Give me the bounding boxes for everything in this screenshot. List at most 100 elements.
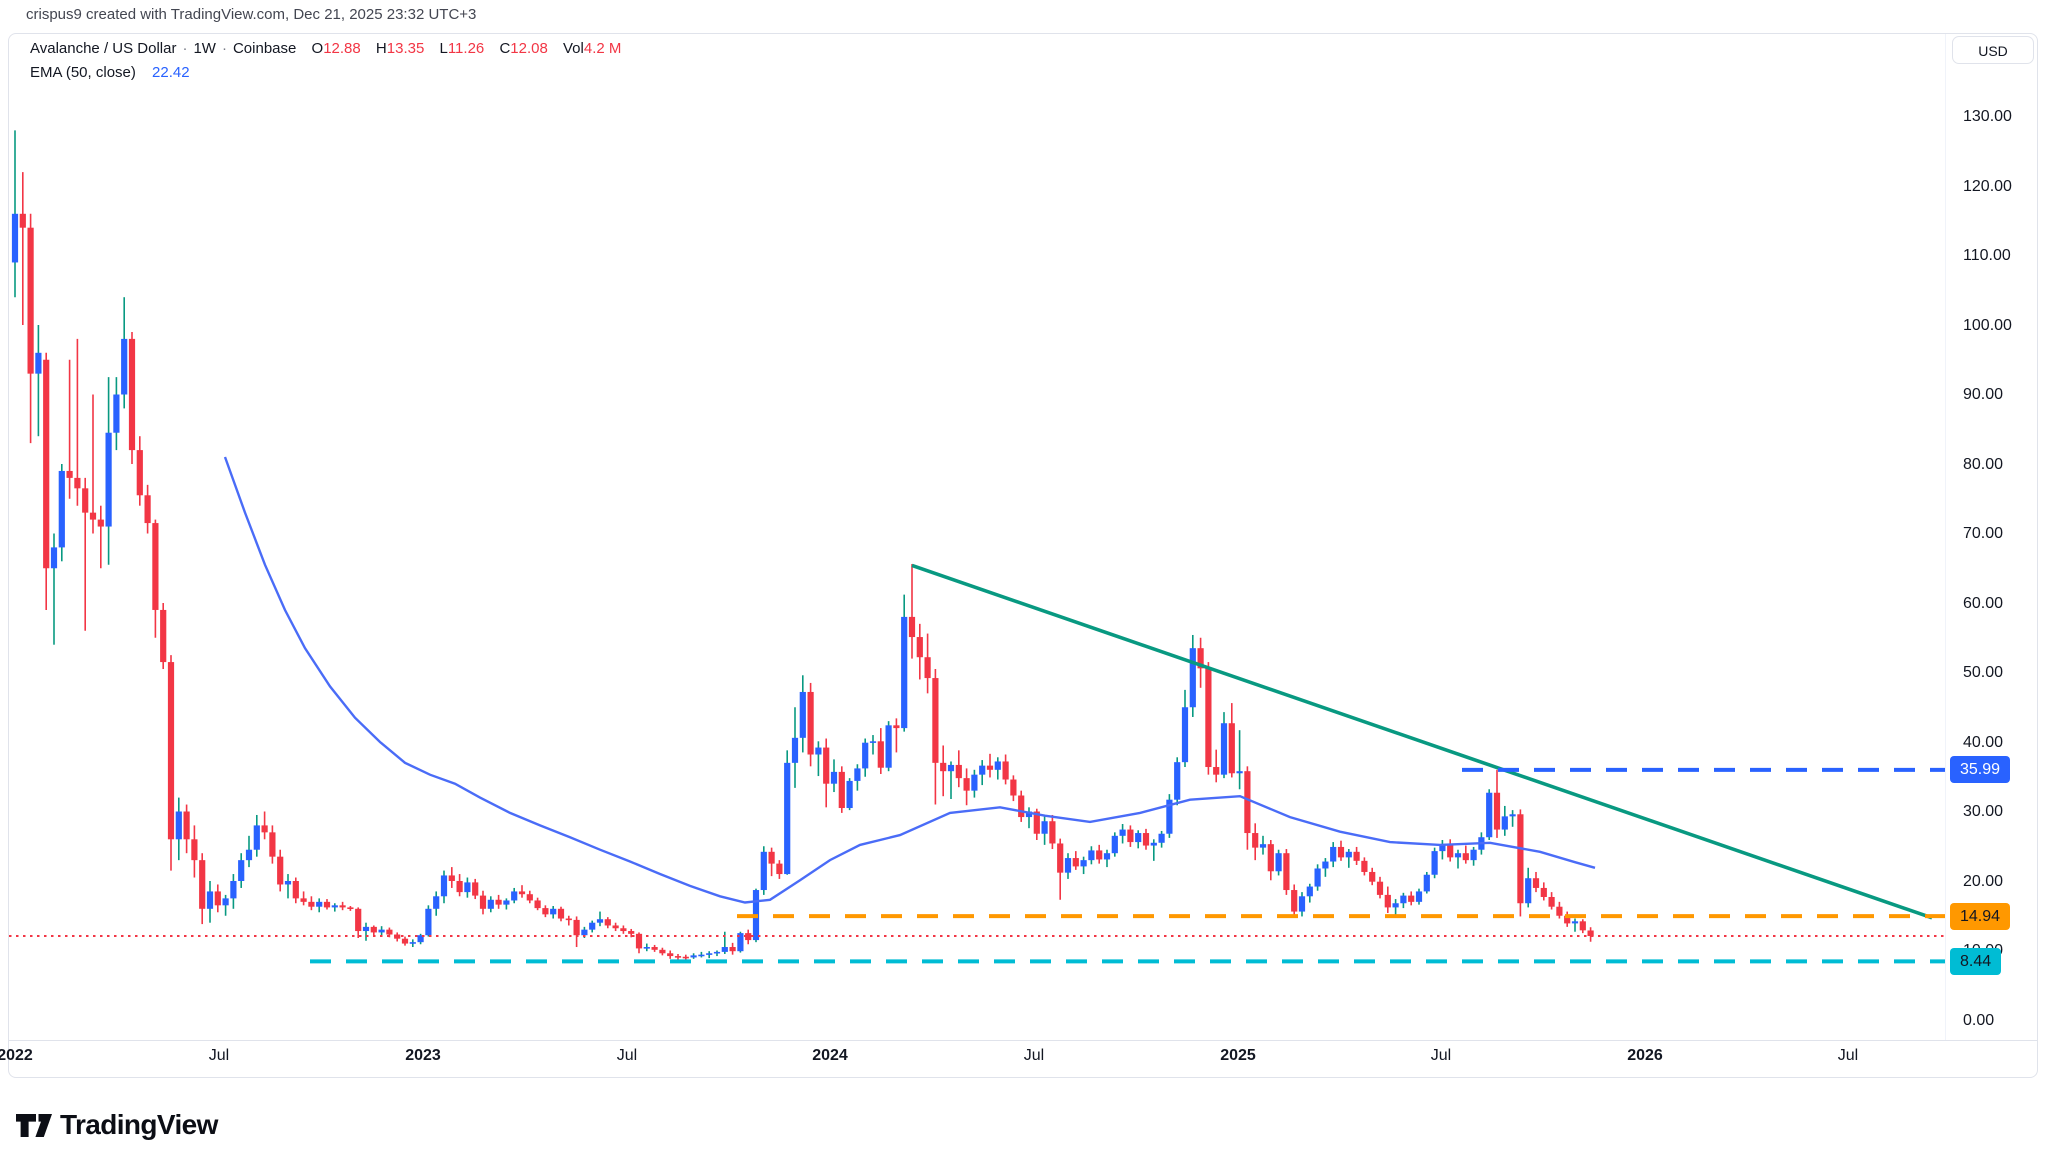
- price-tick-label: 60.00: [1963, 594, 2004, 612]
- candle-body: [1228, 723, 1235, 774]
- candle-body: [526, 894, 533, 901]
- candle-body: [1181, 707, 1189, 763]
- candle-body: [612, 925, 619, 929]
- candle-body: [1220, 723, 1228, 775]
- candle-body: [1571, 921, 1579, 924]
- volume-value: Vol4.2 M: [563, 40, 622, 57]
- candle-body: [807, 691, 814, 755]
- candle-body: [401, 938, 409, 944]
- legend-symbol-row[interactable]: Avalanche / US Dollar · 1W · Coinbase O12.88…: [30, 40, 621, 57]
- chart-legend: Avalanche / US Dollar · 1W · Coinbase O12.88…: [30, 40, 621, 81]
- candle-body: [1119, 829, 1126, 836]
- candle-body: [66, 470, 73, 478]
- candle-body: [261, 825, 268, 833]
- candle-body: [284, 881, 292, 885]
- ohlc-open: O12.88: [311, 40, 361, 57]
- legend-indicator-row[interactable]: EMA (50, close) 22.42: [30, 64, 621, 81]
- descending-trendline[interactable]: [911, 563, 1933, 920]
- candle-body: [409, 942, 416, 944]
- candle-body: [511, 891, 518, 901]
- candle-body: [729, 947, 736, 952]
- candle-body: [11, 213, 19, 263]
- symbol-title: Avalanche / US Dollar: [30, 40, 177, 57]
- chart-panel: [8, 33, 2038, 1078]
- price-level-badge: 8.44: [1950, 947, 2002, 975]
- candle-body: [222, 898, 229, 906]
- candle-body: [1353, 851, 1360, 861]
- candle-body: [199, 860, 206, 909]
- candle-body: [869, 741, 877, 743]
- candle-body: [581, 929, 588, 936]
- candle-body: [604, 919, 611, 926]
- candle-body: [557, 908, 565, 919]
- candle-body: [635, 933, 643, 949]
- candle-body: [183, 811, 190, 840]
- candle-body: [877, 741, 884, 768]
- candle-body: [698, 954, 705, 957]
- ohlc-high: H13.35: [375, 40, 425, 57]
- candle-body: [768, 851, 775, 864]
- price-tick-label: 90.00: [1963, 386, 2004, 403]
- candle-body: [253, 825, 260, 850]
- candle-body: [534, 900, 541, 909]
- candle-body: [43, 359, 50, 569]
- candle-body: [1454, 853, 1462, 858]
- candle-body: [955, 764, 962, 779]
- candle-body: [932, 678, 939, 763]
- candle-body: [1064, 858, 1072, 873]
- time-tick-label: 2025: [1220, 1047, 1256, 1064]
- candle-body: [1150, 842, 1157, 846]
- price-tick-label: 80.00: [1963, 455, 2004, 473]
- candle-body: [667, 953, 674, 957]
- candle-body: [144, 495, 151, 524]
- candle-body: [1189, 648, 1196, 708]
- candle-body: [245, 849, 253, 861]
- candle-body: [175, 811, 182, 840]
- time-tick-label: 2024: [812, 1047, 848, 1064]
- price-tick-label: 20.00: [1963, 872, 2004, 890]
- candle-body: [479, 895, 487, 909]
- candle-body: [830, 771, 838, 784]
- candle-body: [550, 908, 557, 915]
- price-tick-label: 50.00: [1963, 664, 2004, 681]
- candle-body: [1579, 921, 1586, 931]
- candle-body: [1135, 833, 1142, 843]
- candle-body: [1337, 846, 1345, 858]
- candle-body: [737, 933, 744, 952]
- ema-line[interactable]: [223, 456, 1596, 904]
- currency-toggle-button[interactable]: USD: [1952, 36, 2034, 64]
- interval-label: 1W: [193, 40, 216, 57]
- candle-body: [370, 926, 377, 933]
- candle-body: [1088, 850, 1095, 861]
- candle-body: [355, 908, 362, 932]
- candle-body: [799, 691, 806, 738]
- candle-body: [230, 881, 237, 899]
- candle-body: [495, 899, 502, 905]
- candle-body: [1439, 844, 1446, 852]
- candle-body: [940, 762, 947, 772]
- candle-body: [1010, 779, 1017, 796]
- candle-body: [971, 774, 978, 791]
- time-tick-label: 2023: [405, 1047, 441, 1064]
- price-tick-label: 70.00: [1963, 525, 2004, 542]
- candle-body: [854, 768, 861, 781]
- time-tick-label: Jul: [1837, 1047, 1859, 1064]
- candle-body: [518, 891, 526, 895]
- candle-body: [791, 737, 799, 763]
- candle-body: [1384, 894, 1391, 908]
- candle-body: [386, 929, 393, 935]
- candle-body: [50, 547, 58, 569]
- tradingview-logo[interactable]: TradingView: [16, 1109, 218, 1141]
- candle-body: [1213, 767, 1220, 775]
- candle-body: [823, 747, 830, 784]
- candle-body: [300, 898, 307, 902]
- candle-body: [1376, 881, 1384, 895]
- price-axis-separator: [1945, 34, 1946, 1040]
- candle-body: [1517, 814, 1524, 904]
- candle-body: [1041, 821, 1048, 834]
- candle-body: [1587, 930, 1594, 937]
- candle-body: [573, 919, 580, 936]
- candle-body: [745, 933, 752, 941]
- candle-body: [542, 908, 549, 915]
